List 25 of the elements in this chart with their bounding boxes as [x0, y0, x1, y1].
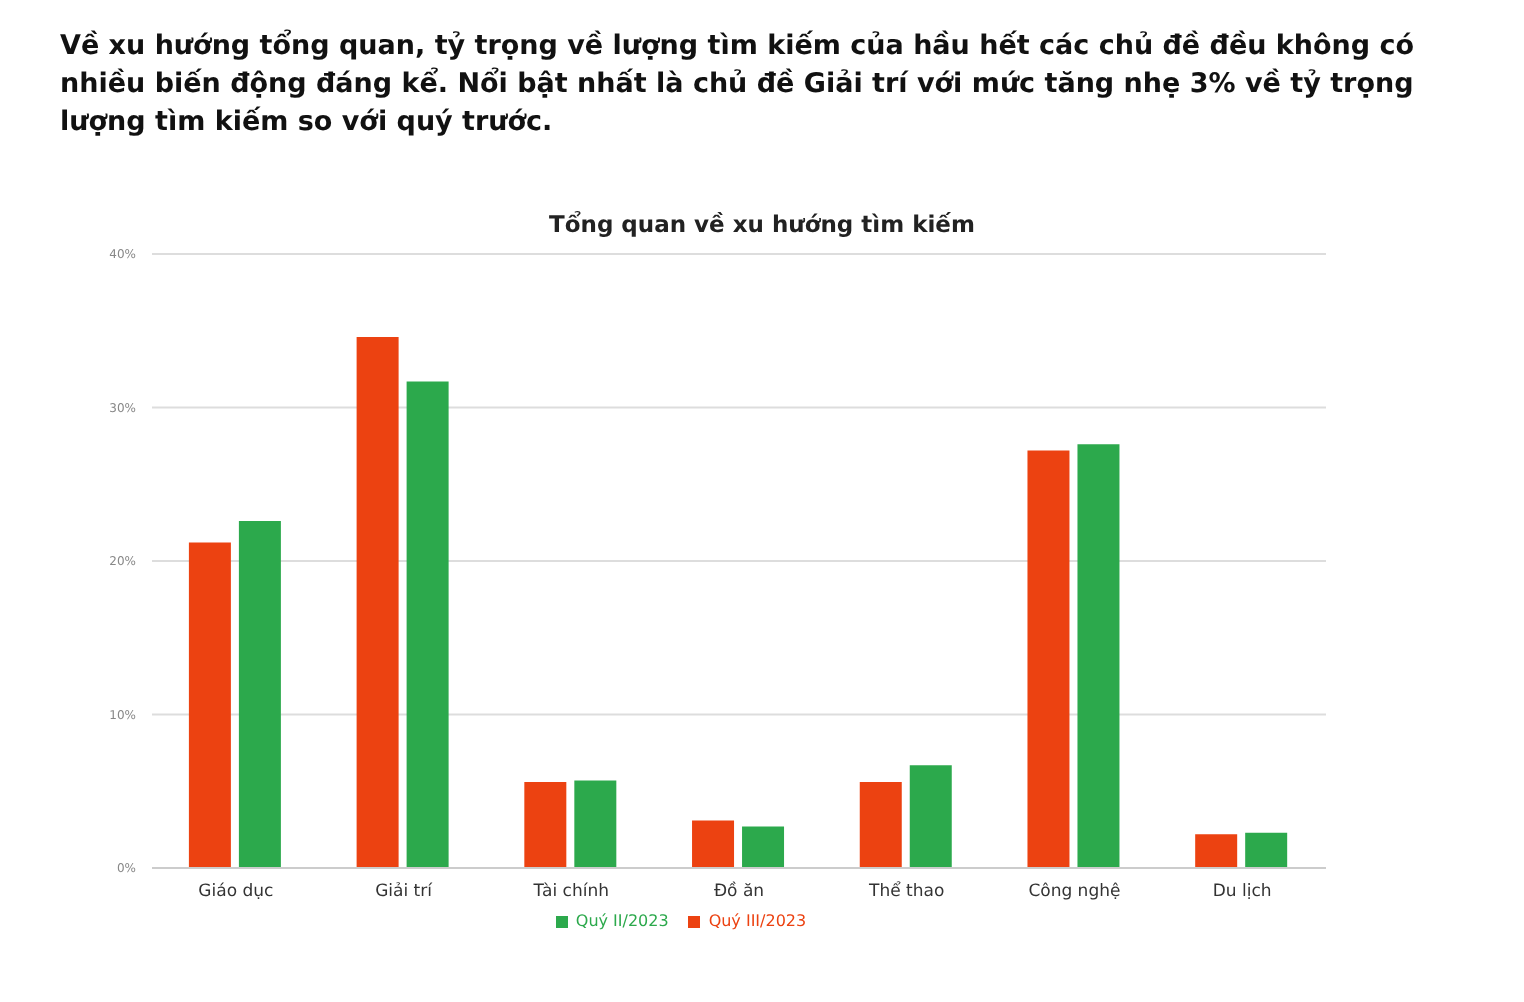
- legend-label: Quý II/2023: [575, 912, 669, 930]
- x-tick-label: Giáo dục: [198, 882, 275, 903]
- x-tick-label: Thể thao: [867, 880, 945, 903]
- bar: [1245, 832, 1288, 868]
- x-tick-label: Du lịch: [1212, 882, 1272, 903]
- bar: [742, 826, 785, 868]
- x-tick-label: Tài chính: [531, 882, 609, 903]
- bar: [188, 542, 231, 868]
- bar: [1077, 444, 1120, 868]
- bar: [524, 782, 567, 868]
- bar: [1195, 834, 1238, 868]
- bar: [909, 765, 952, 868]
- bar: [406, 381, 449, 868]
- bar: [574, 780, 617, 868]
- x-tick-label: Giải trí: [375, 882, 434, 903]
- bar: [859, 782, 902, 868]
- bar: [692, 820, 735, 868]
- x-tick-label: Công nghệ: [1028, 882, 1121, 903]
- chart-subtitle: Về xu hướng tổng quan, tỷ trọng về lượng tìm kiếm của hầu hết các chủ đề đều không có nhiều biến động đáng kể. Nổi bật nhất là chủ đề Giải trí với mức tăng nhẹ 3% về tỷ trọng lượng tìm kiếm so với quý trước.: [60, 28, 1417, 142]
- bar: [356, 336, 399, 868]
- legend-label: Quý III/2023: [708, 912, 807, 930]
- bar: [1027, 450, 1070, 868]
- bar: [238, 521, 281, 868]
- x-tick-label: Đồ ăn: [713, 880, 765, 903]
- chart-title: Tổng quan về xu hướng tìm kiếm: [547, 210, 977, 238]
